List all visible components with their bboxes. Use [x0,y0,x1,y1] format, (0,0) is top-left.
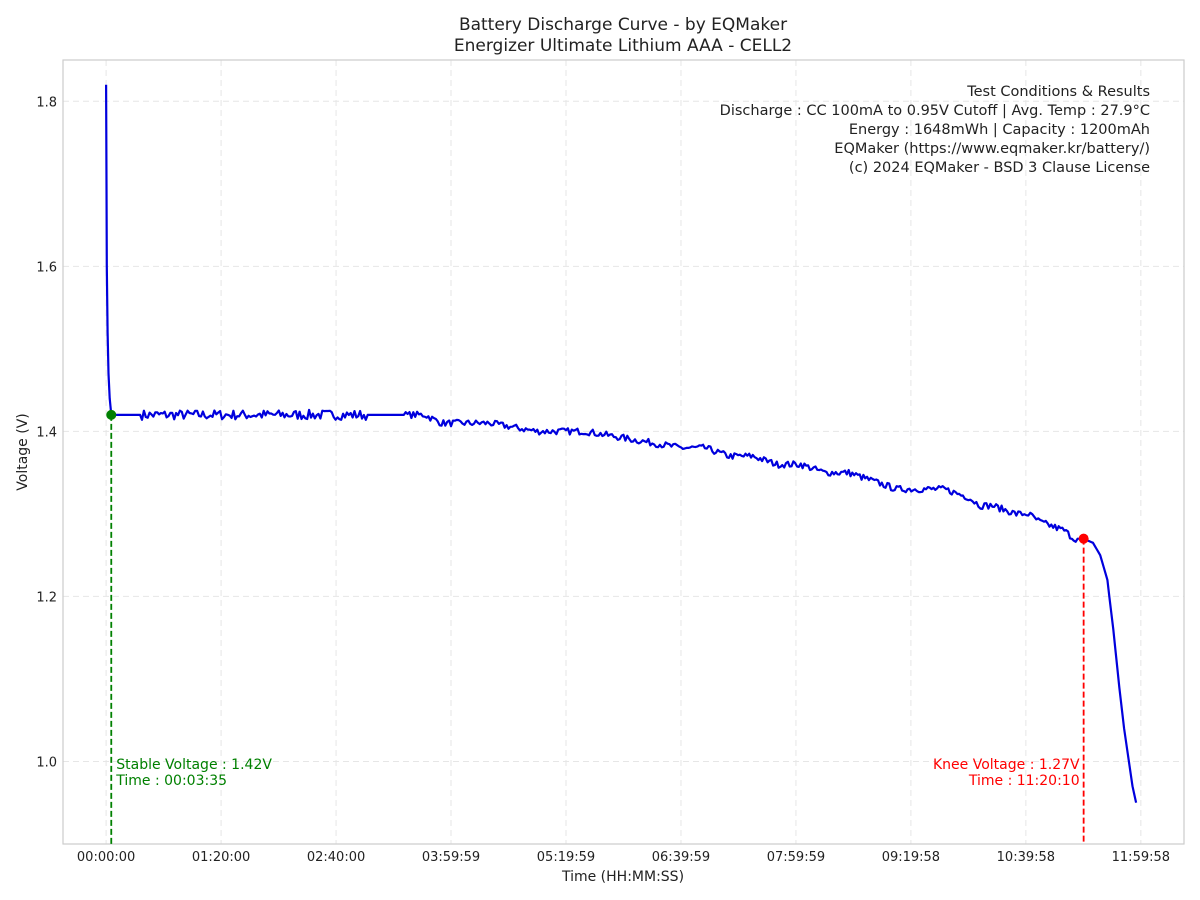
x-tick-label: 10:39:58 [997,850,1055,865]
x-tick-label: 07:59:59 [767,850,825,865]
chart-title: Battery Discharge Curve - by EQMaker [459,15,787,35]
y-tick-label: 1.6 [36,260,57,275]
chart-subtitle: Energizer Ultimate Lithium AAA - CELL2 [454,36,792,56]
y-tick-label: 1.4 [36,425,57,440]
x-axis-ticks: 00:00:00 01:20:00 02:40:00 03:59:59 05:19:59… [77,850,1170,865]
x-tick-label: 02:40:00 [307,850,365,865]
x-tick-label: 03:59:59 [422,850,480,865]
info-line: Discharge : CC 100mA to 0.95V Cutoff | A… [720,103,1150,119]
knee-label: Knee Voltage : 1.27V [933,757,1080,773]
x-tick-label: 00:00:00 [77,850,135,865]
info-line: (c) 2024 EQMaker - BSD 3 Clause License [849,160,1150,176]
info-line: EQMaker (https://www.eqmaker.kr/battery/… [834,141,1150,157]
grid-lines [63,60,1184,844]
stable-label: Time : 00:03:35 [115,773,227,789]
x-tick-label: 11:59:58 [1112,850,1170,865]
y-axis-label: Voltage (V) [15,413,31,490]
test-conditions-box: Test Conditions & Results Discharge : CC … [720,84,1150,176]
voltage-series-line [105,84,1138,803]
stable-point [106,409,117,420]
knee-point [1078,533,1089,544]
info-line: Test Conditions & Results [966,84,1150,100]
x-axis-label: Time (HH:MM:SS) [561,869,684,885]
x-tick-label: 06:39:59 [652,850,710,865]
y-axis-ticks: 1.0 1.2 1.4 1.6 1.8 [36,95,57,770]
y-tick-label: 1.8 [36,95,57,110]
x-tick-label: 09:19:58 [882,850,940,865]
y-tick-label: 1.2 [36,590,57,605]
y-tick-label: 1.0 [36,755,57,770]
info-line: Energy : 1648mWh | Capacity : 1200mAh [849,122,1150,138]
x-tick-label: 05:19:59 [537,850,595,865]
stable-label: Stable Voltage : 1.42V [116,757,272,773]
marker-lines [110,414,1085,844]
knee-label: Time : 11:20:10 [968,773,1080,789]
plot-frame [62,59,1185,845]
x-tick-label: 01:20:00 [192,850,250,865]
